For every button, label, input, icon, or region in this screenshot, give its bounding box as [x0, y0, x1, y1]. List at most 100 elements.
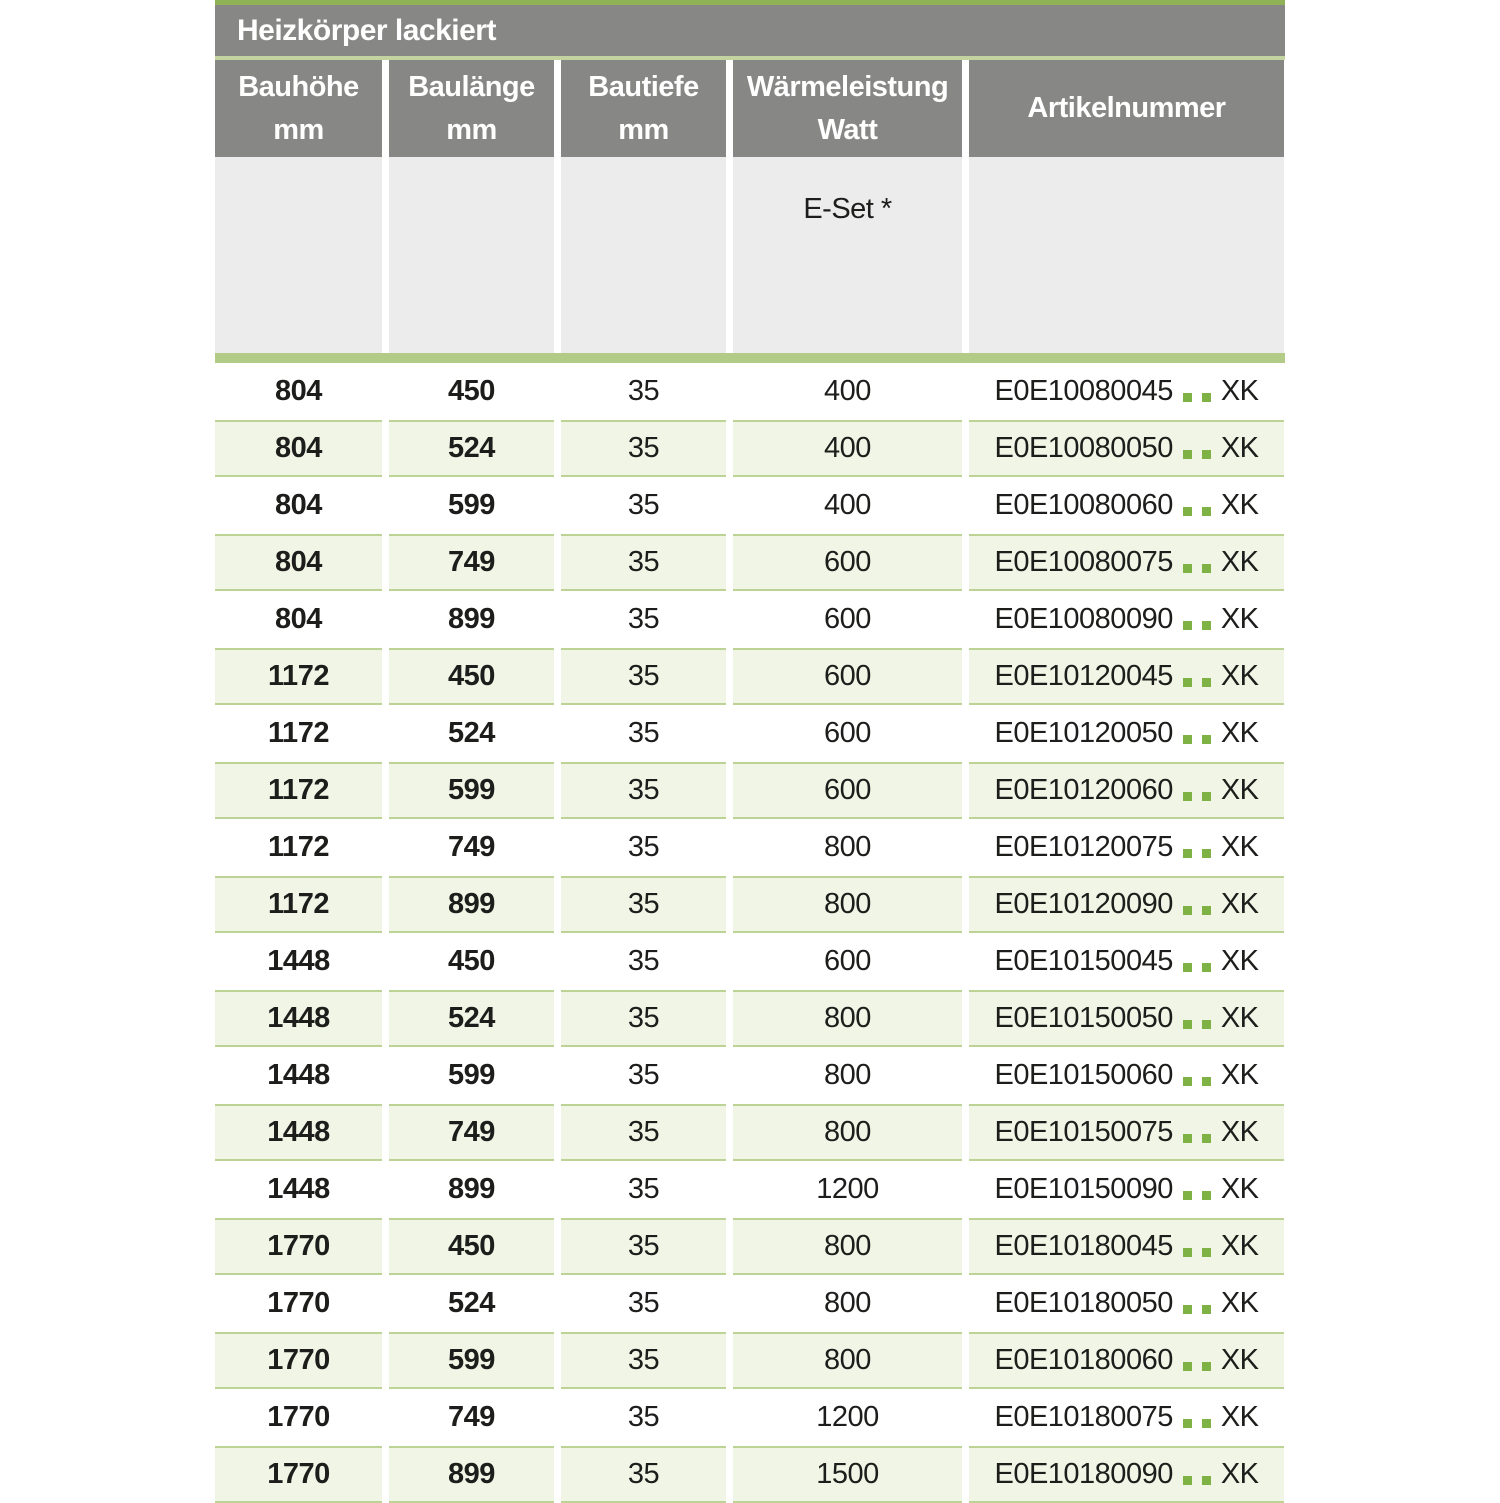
artikelnummer-prefix: E0E10150045	[994, 945, 1173, 977]
cell-artikelnummer: E0E10120050 XK	[969, 705, 1284, 762]
cell-bautiefe: 35	[561, 1047, 726, 1104]
placeholder-dot-icon	[1201, 906, 1211, 915]
table-row: 1172 524 35 600 E0E10120050 XK	[215, 705, 1285, 762]
artikelnummer-prefix: E0E10120050	[994, 717, 1173, 749]
artikelnummer-prefix: E0E10120060	[994, 774, 1173, 806]
cell-bautiefe: 35	[561, 1218, 726, 1275]
placeholder-dot-icon	[1182, 678, 1192, 687]
table-row: 1770 599 35 800 E0E10180060 XK	[215, 1332, 1285, 1389]
table-top-accent-line	[215, 0, 1285, 5]
artikelnummer-suffix: XK	[1220, 1059, 1259, 1091]
header-bottom-accent-line	[215, 353, 1285, 363]
table-title: Heizkörper lackiert	[237, 13, 496, 47]
artikelnummer-suffix: XK	[1220, 660, 1259, 692]
table-row: 804 524 35 400 E0E10080050 XK	[215, 420, 1285, 477]
column-header-waermeleistung: Wärmeleistung Watt	[733, 60, 962, 157]
placeholder-dot-icon	[1182, 621, 1192, 630]
cell-artikelnummer: E0E10180075 XK	[969, 1389, 1284, 1446]
cell-bauhoehe: 1770	[215, 1389, 382, 1446]
column-header-bauhoehe: Bauhöhe mm	[215, 60, 382, 157]
placeholder-dot-icon	[1182, 906, 1192, 915]
cell-artikelnummer: E0E10150075 XK	[969, 1104, 1284, 1161]
cell-artikelnummer: E0E10080050 XK	[969, 420, 1284, 477]
artikelnummer-prefix: E0E10080050	[994, 432, 1173, 464]
cell-bauhoehe: 1770	[215, 1275, 382, 1332]
cell-bautiefe: 35	[561, 534, 726, 591]
artikelnummer-suffix: XK	[1220, 1344, 1259, 1376]
cell-bauhoehe: 1770	[215, 1332, 382, 1389]
cell-bauhoehe: 1448	[215, 933, 382, 990]
subheader-cell-artikelnummer	[969, 157, 1284, 353]
cell-watt: 600	[733, 648, 962, 705]
cell-watt: 400	[733, 363, 962, 420]
cell-watt: 600	[733, 705, 962, 762]
cell-artikelnummer: E0E10080075 XK	[969, 534, 1284, 591]
cell-artikelnummer: E0E10180050 XK	[969, 1275, 1284, 1332]
cell-bautiefe: 35	[561, 876, 726, 933]
cell-bauhoehe: 1172	[215, 648, 382, 705]
table-row: 1172 749 35 800 E0E10120075 XK	[215, 819, 1285, 876]
table-row: 1172 450 35 600 E0E10120045 XK	[215, 648, 1285, 705]
cell-watt: 1200	[733, 1161, 962, 1218]
column-header-unit: mm	[618, 113, 669, 146]
placeholder-dot-icon	[1182, 1476, 1192, 1485]
placeholder-dot-icon	[1201, 1362, 1211, 1371]
artikelnummer-suffix: XK	[1220, 432, 1259, 464]
artikelnummer-prefix: E0E10180045	[994, 1230, 1173, 1262]
placeholder-dot-icon	[1201, 1248, 1211, 1257]
table-row: 804 450 35 400 E0E10080045 XK	[215, 363, 1285, 420]
column-header-label: Bauhöhe	[238, 70, 359, 103]
placeholder-dot-icon	[1182, 564, 1192, 573]
placeholder-dot-icon	[1182, 507, 1192, 516]
table-row: 804 749 35 600 E0E10080075 XK	[215, 534, 1285, 591]
cell-bautiefe: 35	[561, 819, 726, 876]
column-header-label: Baulänge	[408, 70, 535, 103]
cell-artikelnummer: E0E10180045 XK	[969, 1218, 1284, 1275]
table-row: 1770 450 35 800 E0E10180045 XK	[215, 1218, 1285, 1275]
artikelnummer-suffix: XK	[1220, 774, 1259, 806]
cell-baulaenge: 524	[389, 1275, 554, 1332]
placeholder-dot-icon	[1201, 792, 1211, 801]
placeholder-dot-icon	[1201, 621, 1211, 630]
placeholder-dot-icon	[1201, 564, 1211, 573]
placeholder-dot-icon	[1201, 1476, 1211, 1485]
column-header-label: Artikelnummer	[1027, 92, 1226, 124]
artikelnummer-suffix: XK	[1220, 1401, 1259, 1433]
table-row: 804 899 35 600 E0E10080090 XK	[215, 591, 1285, 648]
table-row: 1448 599 35 800 E0E10150060 XK	[215, 1047, 1285, 1104]
artikelnummer-prefix: E0E10150075	[994, 1116, 1173, 1148]
subheader-cell-baulaenge	[389, 157, 554, 353]
artikelnummer-suffix: XK	[1220, 1230, 1259, 1262]
cell-baulaenge: 749	[389, 1389, 554, 1446]
placeholder-dot-icon	[1182, 1362, 1192, 1371]
cell-bauhoehe: 804	[215, 363, 382, 420]
artikelnummer-suffix: XK	[1220, 717, 1259, 749]
cell-artikelnummer: E0E10150090 XK	[969, 1161, 1284, 1218]
placeholder-dot-icon	[1201, 1305, 1211, 1314]
column-header-baulaenge: Baulänge mm	[389, 60, 554, 157]
cell-baulaenge: 599	[389, 762, 554, 819]
artikelnummer-suffix: XK	[1220, 1002, 1259, 1034]
artikelnummer-suffix: XK	[1220, 1173, 1259, 1205]
cell-baulaenge: 599	[389, 1047, 554, 1104]
cell-watt: 1200	[733, 1389, 962, 1446]
placeholder-dot-icon	[1182, 735, 1192, 744]
cell-baulaenge: 749	[389, 534, 554, 591]
cell-bauhoehe: 1172	[215, 819, 382, 876]
artikelnummer-prefix: E0E10180050	[994, 1287, 1173, 1319]
table-row: 1770 749 35 1200 E0E10180075 XK	[215, 1389, 1285, 1446]
placeholder-dot-icon	[1182, 1134, 1192, 1143]
cell-bauhoehe: 804	[215, 534, 382, 591]
artikelnummer-suffix: XK	[1220, 888, 1259, 920]
cell-baulaenge: 450	[389, 648, 554, 705]
cell-baulaenge: 524	[389, 705, 554, 762]
cell-baulaenge: 450	[389, 1218, 554, 1275]
placeholder-dot-icon	[1201, 678, 1211, 687]
placeholder-dot-icon	[1201, 393, 1211, 402]
cell-bauhoehe: 1448	[215, 1047, 382, 1104]
cell-artikelnummer: E0E10150045 XK	[969, 933, 1284, 990]
column-header-label: Wärmeleistung	[746, 70, 949, 103]
product-table: Heizkörper lackiert Bauhöhe mm Baulänge …	[215, 0, 1285, 1503]
placeholder-dot-icon	[1182, 1248, 1192, 1257]
artikelnummer-prefix: E0E10080045	[994, 375, 1173, 407]
